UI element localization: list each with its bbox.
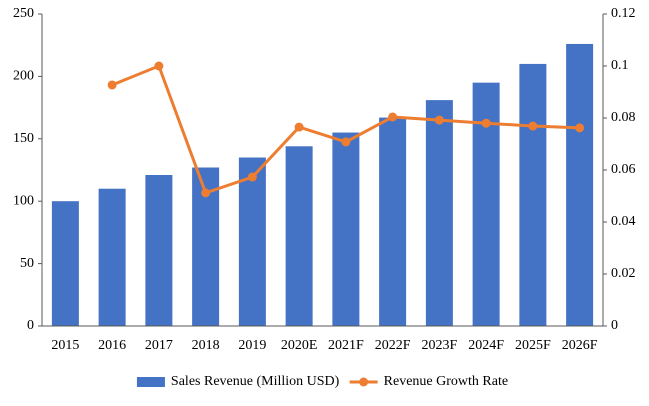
x-tick-label: 2015 <box>51 338 79 353</box>
y2-tick-label: 0.12 <box>611 6 636 21</box>
bar <box>145 174 173 326</box>
y-tick-label: 200 <box>13 69 34 84</box>
line-marker <box>575 123 585 133</box>
x-tick-label: 2019 <box>238 338 266 353</box>
y-tick-label: 150 <box>13 131 34 146</box>
bar <box>519 63 547 327</box>
line-marker <box>201 188 211 198</box>
line-marker <box>294 122 304 132</box>
bar <box>51 201 79 326</box>
bar <box>425 100 453 326</box>
x-tick-label: 2024F <box>468 338 504 353</box>
y-tick-label: 50 <box>20 256 34 271</box>
bar <box>566 43 594 327</box>
legend: Sales Revenue (Million USD) Revenue Growt… <box>136 374 508 389</box>
bar <box>285 146 313 326</box>
legend-item: Revenue Growth Rate <box>349 374 508 389</box>
legend-label: Sales Revenue (Million USD) <box>171 374 340 389</box>
y2-tick-label: 0.1 <box>611 58 629 73</box>
y-tick-label: 250 <box>13 6 34 21</box>
y2-tick-label: 0 <box>611 318 618 333</box>
legend-marker <box>359 377 369 387</box>
x-tick-label: 2022F <box>375 338 411 353</box>
x-tick-label: 2017 <box>145 338 173 353</box>
y2-tick-label: 0.08 <box>611 110 636 125</box>
bar <box>238 157 266 326</box>
x-tick-label: 2020E <box>281 338 318 353</box>
y-tick-label: 0 <box>27 318 34 333</box>
y2-tick-label: 0.04 <box>611 214 636 229</box>
legend-item: Sales Revenue (Million USD) <box>136 374 340 389</box>
bar <box>332 132 360 326</box>
x-tick-label: 2026F <box>562 338 598 353</box>
line-marker <box>388 112 398 122</box>
line-marker <box>528 121 538 131</box>
x-tick-label: 2016 <box>98 338 126 353</box>
bar <box>98 188 126 326</box>
legend-swatch <box>136 377 165 387</box>
bar <box>379 117 407 326</box>
line-marker <box>247 172 257 182</box>
line-marker <box>434 115 444 125</box>
y2-tick-label: 0.02 <box>611 266 636 281</box>
x-tick-label: 2023F <box>421 338 457 353</box>
x-tick-label: 2025F <box>515 338 551 353</box>
x-tick-label: 2018 <box>192 338 220 353</box>
y2-tick-label: 0.06 <box>611 162 636 177</box>
y-tick-label: 100 <box>13 193 34 208</box>
line-marker <box>481 118 491 128</box>
line-marker <box>107 80 117 90</box>
line-marker <box>154 61 164 71</box>
legend-label: Revenue Growth Rate <box>384 374 508 389</box>
line-marker <box>341 137 351 147</box>
x-tick-label: 2021F <box>328 338 364 353</box>
